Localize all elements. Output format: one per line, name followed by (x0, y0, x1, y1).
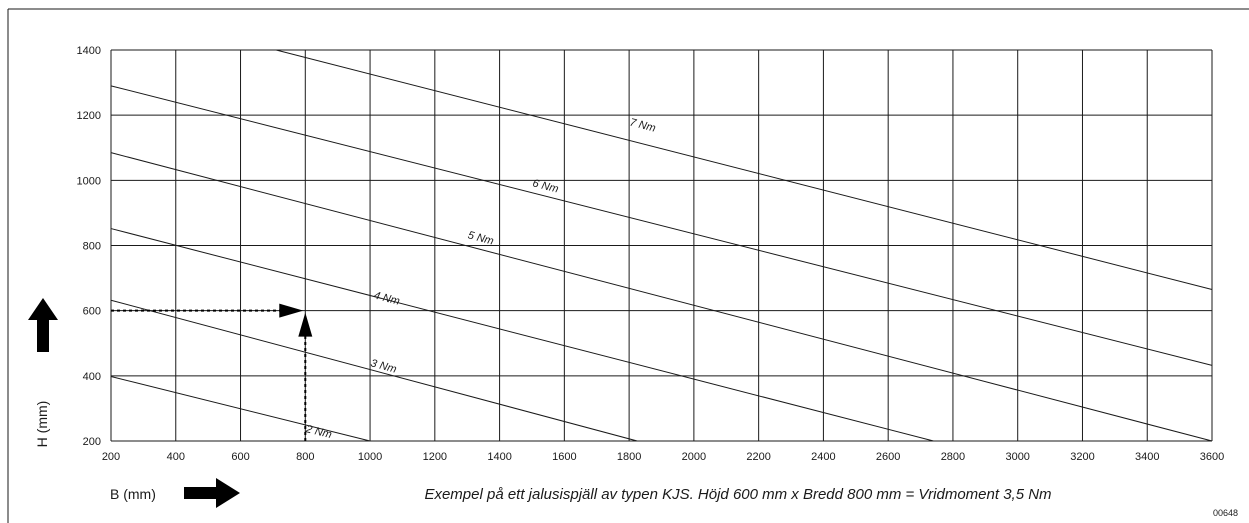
up-arrow-icon (28, 298, 58, 352)
y-tick-label-200: 200 (83, 436, 101, 448)
example-arrowhead-up (298, 312, 313, 337)
y-tick-label-600: 600 (83, 306, 101, 318)
x-tick-label-3400: 3400 (1135, 451, 1159, 463)
x-tick-label-3200: 3200 (1070, 451, 1094, 463)
series-line-5-nm (110, 152, 1213, 442)
x-tick-label-2000: 2000 (682, 451, 706, 463)
x-tick-label-600: 600 (231, 451, 249, 463)
example-annotation (111, 303, 313, 441)
grid (110, 49, 1213, 442)
x-tick-label-1400: 1400 (487, 451, 511, 463)
x-tick-label-3000: 3000 (1005, 451, 1029, 463)
figure-code: 00648 (1213, 508, 1238, 518)
series-lines: 2 Nm3 Nm4 Nm5 Nm6 Nm7 Nm (110, 49, 1213, 442)
x-tick-label-2800: 2800 (941, 451, 965, 463)
x-tick-label-1200: 1200 (423, 451, 447, 463)
series-label-4-nm: 4 Nm (373, 290, 401, 308)
series-line-3-nm (110, 299, 638, 442)
x-tick-label-2200: 2200 (746, 451, 770, 463)
x-tick-label-2600: 2600 (876, 451, 900, 463)
x-tick-label-1000: 1000 (358, 451, 382, 463)
x-tick-label-400: 400 (167, 451, 185, 463)
series-label-7-nm: 7 Nm (628, 117, 656, 135)
y-tick-label-1200: 1200 (77, 110, 101, 122)
x-tick-label-2400: 2400 (811, 451, 835, 463)
series-label-5-nm: 5 Nm (466, 229, 494, 247)
y-tick-label-1400: 1400 (77, 45, 101, 57)
x-tick-label-800: 800 (296, 451, 314, 463)
y-tick-label-1000: 1000 (77, 175, 101, 187)
example-arrowhead-right (279, 303, 304, 318)
y-axis-title: H (mm) (34, 401, 50, 448)
x-tick-label-3600: 3600 (1200, 451, 1224, 463)
series-line-4-nm (110, 228, 934, 442)
y-tick-label-400: 400 (83, 371, 101, 383)
x-axis-title: B (mm) (110, 486, 156, 502)
series-line-6-nm (110, 85, 1213, 366)
right-arrow-icon (184, 478, 240, 508)
x-tick-label-200: 200 (102, 451, 120, 463)
tick-labels: 200 400 600 800 1000 1200 1400 1600 1800 2000 2200… (77, 45, 1225, 463)
x-tick-label-1800: 1800 (617, 451, 641, 463)
y-tick-label-800: 800 (83, 241, 101, 253)
series-line-7-nm (276, 49, 1213, 290)
x-tick-label-1600: 1600 (552, 451, 576, 463)
series-line-2-nm (110, 375, 371, 442)
example-caption: Exempel på ett jalusispjäll av typen KJS… (424, 486, 1051, 503)
series-label-2-nm: 2 Nm (304, 423, 333, 441)
